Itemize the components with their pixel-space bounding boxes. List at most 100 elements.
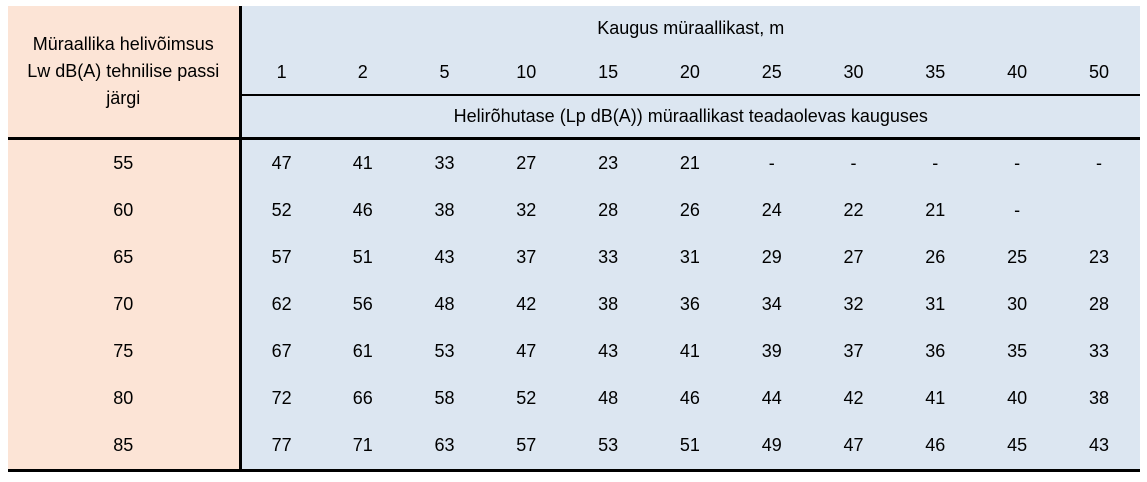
group-header-row: Müraallika helivõimsus Lw dB(A) tehnilis… [8,6,1140,140]
distance-group-header: Kaugus müraallikast, m [240,6,1140,51]
sound-pressure-value: 57 [485,422,568,472]
sound-pressure-value: 36 [894,328,977,375]
sound-pressure-value: 41 [649,328,731,375]
sound-pressure-value: 40 [976,375,1058,422]
sound-pressure-value: 28 [567,187,650,234]
sound-pressure-value: 29 [730,234,813,281]
sound-pressure-value: 36 [649,281,731,328]
sound-pressure-value: 31 [894,281,977,328]
sound-pressure-value: 23 [1058,234,1140,281]
sound-pressure-value [1058,187,1140,234]
lw-value: 75 [8,328,242,375]
sound-pressure-value: 77 [240,422,322,472]
sound-pressure-value: 22 [812,187,895,234]
sound-pressure-value: 42 [485,281,568,328]
sound-pressure-value: - [894,138,977,187]
distance-header-row: 1 2 5 10 15 20 25 30 35 40 50 [8,51,1140,96]
distance-column-header: 20 [649,51,731,96]
sound-pressure-value: - [1058,138,1140,187]
sound-pressure-value: 38 [403,187,486,234]
sound-pressure-value: - [730,138,813,187]
sound-pressure-value: - [976,138,1058,187]
sound-pressure-value: - [812,138,895,187]
sound-pressure-value: 42 [812,375,895,422]
distance-column-header: 50 [1058,51,1140,96]
sound-pressure-value: 38 [567,281,650,328]
sound-pressure-value: 37 [812,328,895,375]
sound-pressure-value: 27 [485,138,568,187]
distance-column-header: 15 [567,51,650,96]
sound-pressure-value: 35 [976,328,1058,375]
sound-pressure-value: 61 [321,328,404,375]
sound-pressure-value: 26 [649,187,731,234]
sound-pressure-value: 53 [567,422,650,472]
sound-pressure-value: 33 [567,234,650,281]
table-row: 65 57 51 43 37 33 31 29 27 26 25 23 [8,234,1140,281]
sound-pressure-value: 46 [894,422,977,472]
sound-pressure-value: 37 [485,234,568,281]
sound-pressure-value: 52 [240,187,322,234]
sound-pressure-value: 47 [240,138,322,187]
distance-column-header: 30 [812,51,895,96]
sound-pressure-value: 31 [649,234,731,281]
table-row: 70 62 56 48 42 38 36 34 32 31 30 28 [8,281,1140,328]
sound-pressure-value: 32 [485,187,568,234]
sound-pressure-value: 53 [403,328,486,375]
distance-column-header: 10 [485,51,568,96]
lw-value: 55 [8,138,242,187]
lw-value: 65 [8,234,242,281]
sound-pressure-value: 33 [403,138,486,187]
sound-pressure-value: 41 [321,138,404,187]
noise-attenuation-table: Müraallika helivõimsus Lw dB(A) tehnilis… [8,6,1140,472]
lw-value: 70 [8,281,242,328]
sound-pressure-value: 45 [976,422,1058,472]
sound-pressure-value: 57 [240,234,322,281]
table-row: 60 52 46 38 32 28 26 24 22 21- [8,187,1140,234]
sound-pressure-value: 67 [240,328,322,375]
sound-pressure-value: 66 [321,375,404,422]
sound-pressure-value: 46 [321,187,404,234]
sound-pressure-value: 48 [403,281,486,328]
sound-pressure-subheader: Helirõhutase (Lp dB(A)) müraallikast tea… [240,95,1140,140]
sound-pressure-value: 51 [649,422,731,472]
sound-pressure-value: 47 [485,328,568,375]
sound-pressure-value: 62 [240,281,322,328]
sound-pressure-value: 24 [730,187,813,234]
sound-pressure-value: 23 [567,138,650,187]
sound-pressure-value: 25 [976,234,1058,281]
distance-column-header: 25 [730,51,813,96]
table-row: 85 77 71 63 57 53 51 49 47 46 45 43 [8,422,1140,472]
sound-pressure-value: 71 [321,422,404,472]
sound-pressure-value: 52 [485,375,568,422]
lw-value: 60 [8,187,242,234]
sound-pressure-value: 47 [812,422,895,472]
row-axis-header: Müraallika helivõimsus Lw dB(A) tehnilis… [8,6,242,140]
sound-pressure-value: 27 [812,234,895,281]
distance-column-header: 40 [976,51,1058,96]
table-row: 80 72 66 58 52 48 46 44 42 41 40 38 [8,375,1140,422]
sound-pressure-value: 63 [403,422,486,472]
table-row: 75 67 61 53 47 43 41 39 37 36 35 33 [8,328,1140,375]
sound-pressure-value: 48 [567,375,650,422]
lw-value: 85 [8,422,242,472]
distance-column-header: 1 [240,51,322,96]
sound-pressure-value: 58 [403,375,486,422]
sound-pressure-value: 49 [730,422,813,472]
sound-pressure-value: 72 [240,375,322,422]
sound-pressure-value: 34 [730,281,813,328]
sound-pressure-value: 39 [730,328,813,375]
sound-pressure-value: 38 [1058,375,1140,422]
distance-column-header: 2 [321,51,404,96]
distance-column-header: 35 [894,51,977,96]
subheader-row: Helirõhutase (Lp dB(A)) müraallikast tea… [8,95,1140,140]
sound-pressure-value: - [976,187,1058,234]
sound-pressure-value: 21 [649,138,731,187]
table-row: 55 47 41 33 27 23 21- - - - - [8,138,1140,187]
sound-pressure-value: 43 [567,328,650,375]
lw-value: 80 [8,375,242,422]
sound-pressure-value: 21 [894,187,977,234]
sound-pressure-value: 30 [976,281,1058,328]
sound-pressure-value: 51 [321,234,404,281]
distance-column-header: 5 [403,51,486,96]
